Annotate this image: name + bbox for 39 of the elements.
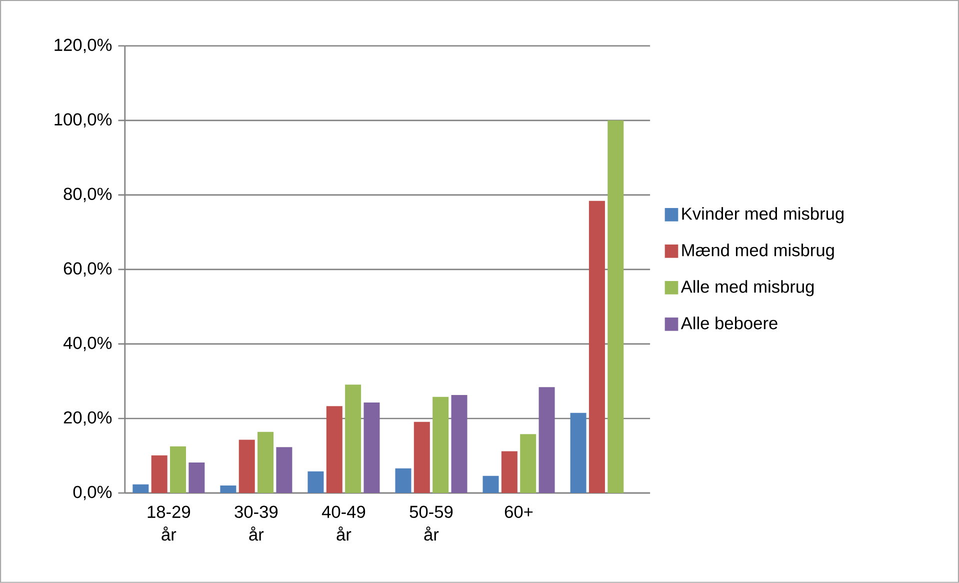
x-tick-label: 60+ [504, 506, 533, 518]
bar [482, 476, 499, 494]
y-tick-label: 120,0% [54, 38, 112, 54]
y-tick-label: 80,0% [64, 188, 112, 202]
bar [364, 402, 380, 494]
bar [276, 447, 292, 494]
legend-label: Mænd med misbrug [682, 244, 834, 260]
bar [326, 406, 342, 494]
y-tick-label: 100,0% [54, 113, 112, 128]
y-tick-label: 60,0% [64, 262, 112, 277]
bar [608, 120, 624, 494]
bar [238, 440, 255, 494]
bar [588, 200, 605, 494]
bar [308, 471, 324, 494]
bar [432, 396, 449, 494]
legend-label: Kvinder med misbrug [682, 207, 844, 224]
x-tick-label: 30-39 år [234, 506, 278, 541]
bar [395, 468, 412, 494]
bar [258, 432, 274, 494]
bar [501, 451, 518, 494]
bar [451, 395, 468, 494]
bar [570, 412, 586, 494]
bar [414, 422, 430, 494]
bar [188, 462, 205, 494]
bar [151, 455, 168, 494]
bar [220, 486, 236, 494]
bar [170, 446, 186, 494]
legend-label: Alle beboere [680, 316, 778, 330]
x-tick-label: 40-49 år [322, 506, 366, 541]
legend-label: Alle med misbrug [680, 280, 814, 296]
x-tick-label: 50-59 år [410, 506, 453, 541]
y-tick-label: 40,0% [63, 336, 112, 352]
bar [132, 484, 149, 494]
y-tick-label: 20,0% [64, 411, 112, 426]
y-tick-label: 0,0% [73, 486, 112, 500]
bar [538, 387, 555, 494]
bar [345, 384, 362, 494]
bar [520, 434, 536, 494]
x-tick-label: 18-29 år [148, 506, 190, 541]
